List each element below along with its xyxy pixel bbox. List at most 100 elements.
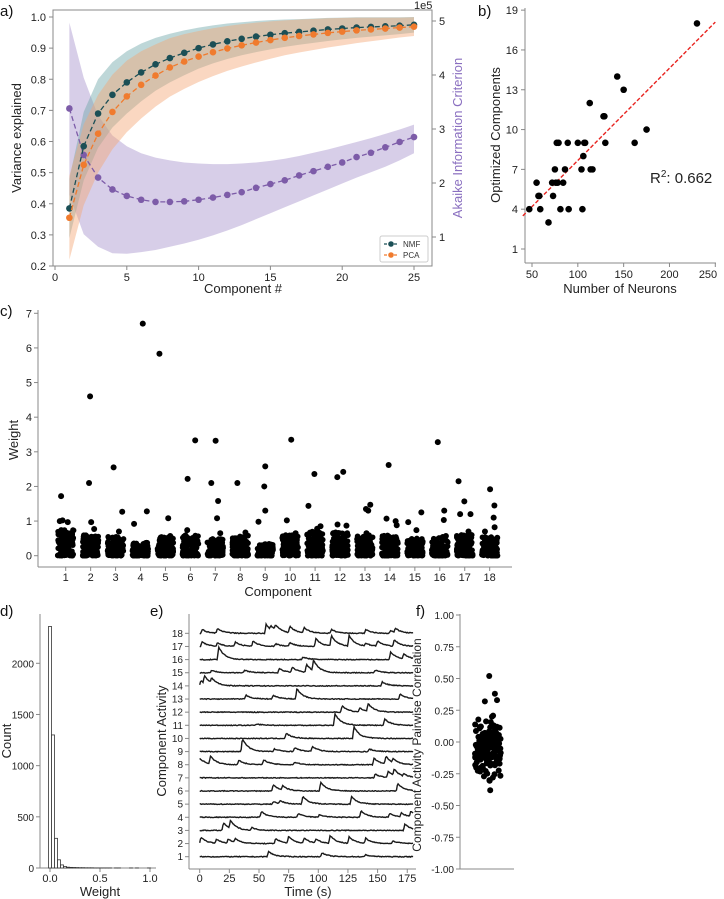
c-xtick-label: 1 (63, 572, 69, 584)
aic-point (267, 180, 274, 188)
c-point (255, 518, 262, 525)
a-y2label: Akaike Information Criterion (450, 58, 465, 218)
c-point (241, 536, 248, 542)
c-point (218, 539, 225, 545)
f-ytick-label: -1.00 (431, 865, 454, 876)
c-point (357, 537, 364, 544)
f-point (475, 756, 482, 763)
c-point (340, 468, 347, 475)
c-point (491, 524, 498, 531)
e-trace-18 (199, 621, 414, 635)
b-point (554, 179, 561, 186)
c-point (93, 551, 100, 557)
c-point (391, 535, 398, 542)
d-ytick-label: 0 (28, 864, 34, 875)
f-point (491, 690, 498, 697)
f-point (489, 774, 496, 781)
c-xtick-label: 12 (334, 572, 346, 584)
b-point (533, 179, 540, 186)
f-point (487, 787, 494, 794)
c-point (185, 551, 192, 558)
pca-point (353, 27, 360, 34)
a-xtick-label: 20 (336, 272, 348, 284)
e-trace-10 (199, 724, 414, 740)
c-point (234, 479, 241, 486)
c-point (291, 535, 298, 542)
b-ytick-label: 16 (506, 45, 518, 57)
c-point (208, 479, 215, 486)
b-point (578, 166, 585, 173)
e-trace-7 (199, 768, 414, 780)
pca-point (410, 23, 418, 30)
c-point (467, 547, 474, 554)
aic-point (209, 194, 217, 201)
d-xtick-label: 0.0 (42, 873, 57, 885)
c-point (468, 552, 475, 559)
c-ytick-label: 5 (26, 378, 32, 390)
aic-point (238, 188, 245, 196)
panel-label-b: b) (478, 3, 491, 20)
pca-point (381, 25, 389, 32)
c-point (344, 530, 351, 536)
legend-marker (388, 252, 394, 258)
c-point (105, 539, 111, 545)
c-xtick-label: 3 (113, 572, 119, 584)
pca-point (267, 36, 274, 44)
c-point (319, 536, 326, 543)
c-point (130, 542, 137, 549)
c-point (467, 541, 474, 548)
c-ytick-label: 7 (26, 308, 32, 320)
c-point (80, 551, 86, 558)
b-ytick-label: 13 (506, 85, 518, 97)
pca-point (324, 29, 332, 37)
e-ytick-label: 6 (177, 787, 183, 798)
c-point (61, 527, 68, 533)
f-ytick-label: 0.25 (435, 706, 455, 717)
f-ytick-label: -0.75 (431, 833, 454, 844)
c-point (339, 530, 346, 537)
d-hist-bar (51, 734, 55, 869)
aic-point (94, 174, 102, 181)
pca-point (109, 108, 116, 116)
f-point (490, 760, 497, 767)
c-point (56, 545, 63, 551)
pca-point (310, 31, 317, 38)
f-point (486, 672, 493, 679)
e-trace-12 (199, 702, 414, 714)
pca-point (123, 93, 131, 100)
b-point (559, 179, 567, 186)
f-point (481, 698, 488, 705)
c-point (304, 552, 311, 559)
c-point (180, 545, 187, 552)
d-ytick-label: 500 (17, 813, 34, 824)
b-xtick-label: 150 (614, 269, 632, 281)
c-ytick-label: 0 (26, 551, 32, 563)
aic-point (353, 153, 360, 161)
c-point (167, 532, 174, 539)
f-point (489, 744, 496, 751)
aic-band (69, 22, 415, 254)
c-point (69, 552, 76, 558)
b-xtick-label: 50 (526, 269, 538, 281)
c-point (119, 508, 126, 515)
aic-point (109, 186, 116, 193)
f-ytick-label: -0.25 (431, 770, 454, 781)
c-point (461, 544, 468, 550)
c-point (407, 550, 414, 556)
c-point (204, 539, 211, 546)
b-ytick-label: 4 (512, 204, 518, 216)
a-y2-offset: 1e5 (414, 0, 432, 12)
c-point (115, 549, 121, 556)
c-point (368, 542, 375, 549)
e-ylabel: Component Activity (154, 685, 169, 797)
c-point (331, 544, 338, 550)
aic-point (195, 196, 202, 204)
c-point (242, 529, 249, 536)
d-hist-bar (72, 867, 76, 869)
c-point (182, 537, 189, 544)
e-trace-4 (199, 810, 414, 819)
aic-point (180, 198, 188, 205)
c-point (82, 536, 89, 543)
aic-point (310, 167, 317, 175)
